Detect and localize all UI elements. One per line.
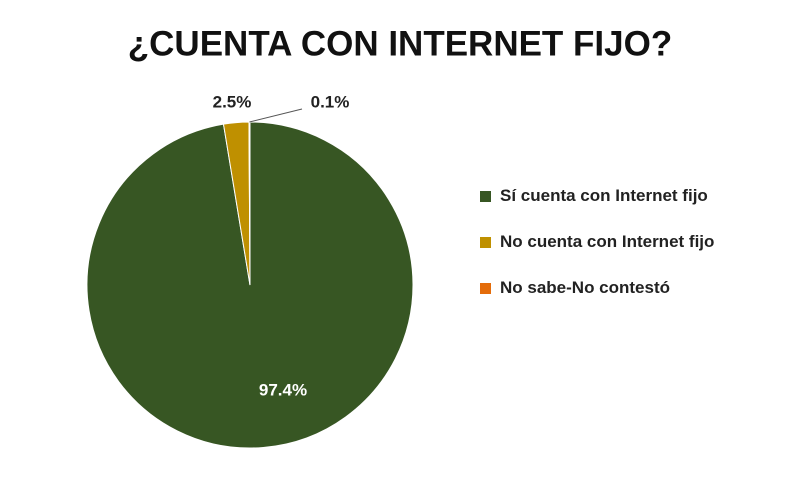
legend-label: Sí cuenta con Internet fijo — [500, 186, 708, 205]
chart-title: ¿CUENTA CON INTERNET FIJO? — [128, 24, 672, 63]
legend-swatch — [480, 283, 491, 294]
legend-item: Sí cuenta con Internet fijo — [480, 183, 750, 209]
data-label: 2.5% — [213, 92, 252, 111]
legend-item: No sabe-No contestó — [480, 275, 750, 301]
legend-swatch — [480, 237, 491, 248]
legend-swatch — [480, 191, 491, 202]
legend-label: No cuenta con Internet fijo — [500, 232, 715, 251]
leader-line — [249, 108, 303, 123]
legend: Sí cuenta con Internet fijo No cuenta con… — [480, 183, 750, 321]
data-label: 0.1% — [311, 92, 350, 111]
legend-item: No cuenta con Internet fijo — [480, 229, 750, 255]
legend-label: No sabe-No contestó — [500, 278, 671, 297]
data-label: 97.4% — [259, 380, 307, 399]
